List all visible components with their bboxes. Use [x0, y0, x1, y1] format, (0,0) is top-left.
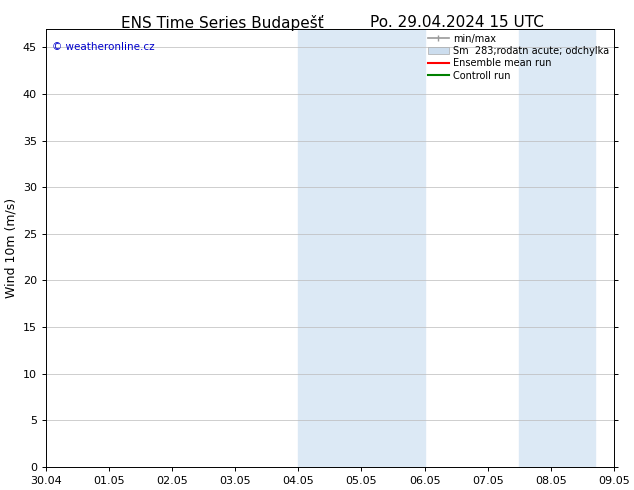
Text: © weatheronline.cz: © weatheronline.cz	[51, 42, 154, 52]
Legend: min/max, Sm  283;rodatn acute; odchylka, Ensemble mean run, Controll run: min/max, Sm 283;rodatn acute; odchylka, …	[425, 30, 612, 84]
Text: Po. 29.04.2024 15 UTC: Po. 29.04.2024 15 UTC	[370, 15, 543, 30]
Y-axis label: Wind 10m (m/s): Wind 10m (m/s)	[4, 197, 17, 298]
Bar	[551, 29, 595, 467]
Text: ENS Time Series Budapešť: ENS Time Series Budapešť	[120, 15, 323, 31]
Bar	[361, 29, 425, 467]
Bar	[519, 29, 551, 467]
Bar	[299, 29, 361, 467]
